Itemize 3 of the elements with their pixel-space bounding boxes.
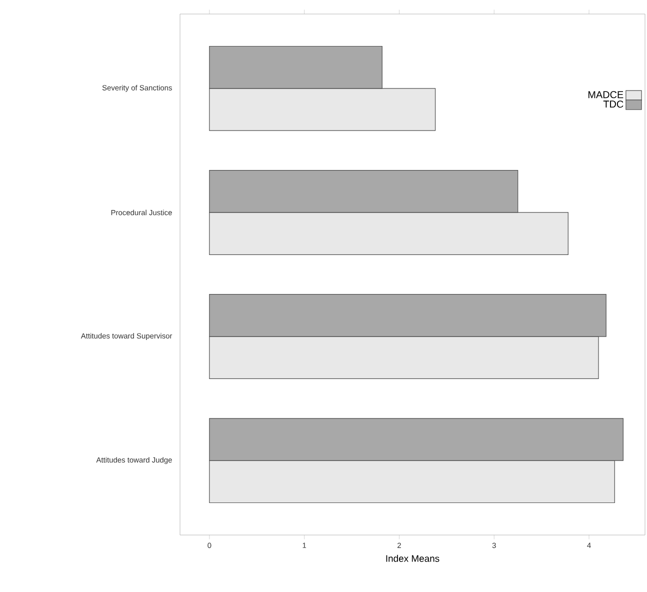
- x-axis-title: Index Means: [386, 554, 440, 562]
- legend-label: MADCE: [588, 91, 624, 98]
- legend-label: TDC: [603, 100, 624, 108]
